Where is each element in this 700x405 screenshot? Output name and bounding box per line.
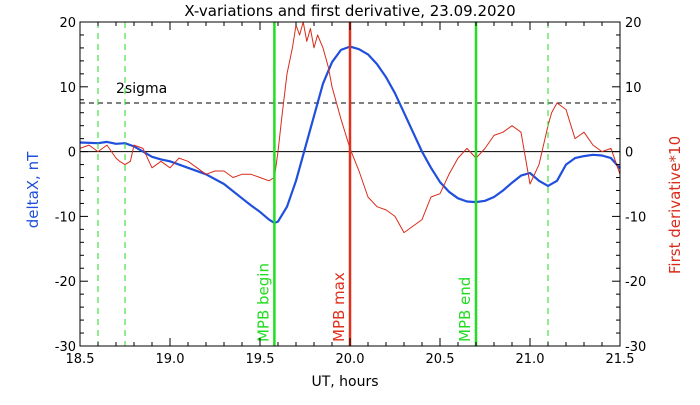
y-axis-label-right: First derivative*10 bbox=[666, 136, 684, 274]
y-tick-label-left: -20 bbox=[55, 275, 76, 290]
y-tick-label-left: 0 bbox=[68, 146, 76, 161]
x-tick-label: 19.0 bbox=[156, 352, 185, 367]
x-tick-label: 20.0 bbox=[336, 352, 365, 367]
chart-title: X-variations and first derivative, 23.09… bbox=[184, 2, 515, 20]
sigma-label: 2sigma bbox=[116, 81, 167, 97]
series-line-deltax bbox=[79, 45, 621, 224]
y-tick-label-right: 20 bbox=[625, 16, 642, 31]
vline-label-2: MPB end bbox=[456, 277, 474, 342]
x-tick-label: 21.5 bbox=[606, 352, 635, 367]
y-axis-label-left: deltaX, nT bbox=[24, 151, 42, 228]
x-tick-label: 19.5 bbox=[246, 352, 275, 367]
y-tick-label-left: 10 bbox=[59, 81, 76, 96]
y-tick-label-right: 0 bbox=[625, 146, 633, 161]
x-tick-label: 18.5 bbox=[66, 352, 95, 367]
y-tick-label-left: 20 bbox=[59, 16, 76, 31]
series-line-derivative bbox=[79, 21, 621, 234]
y-tick-label-right: 10 bbox=[625, 81, 642, 96]
y-tick-label-right: -10 bbox=[625, 210, 646, 225]
x-tick-label: 20.5 bbox=[426, 352, 455, 367]
y-tick-label-right: -20 bbox=[625, 275, 646, 290]
x-tick-label: 21.0 bbox=[516, 352, 545, 367]
y-tick-label-right: -30 bbox=[625, 340, 646, 355]
x-axis-label: UT, hours bbox=[311, 374, 378, 390]
y-tick-label-left: -10 bbox=[55, 210, 76, 225]
y-tick-label-left: -30 bbox=[55, 340, 76, 355]
vline-label-0: MPB begin bbox=[254, 263, 272, 342]
vline-label-1: MPB max bbox=[330, 272, 348, 342]
